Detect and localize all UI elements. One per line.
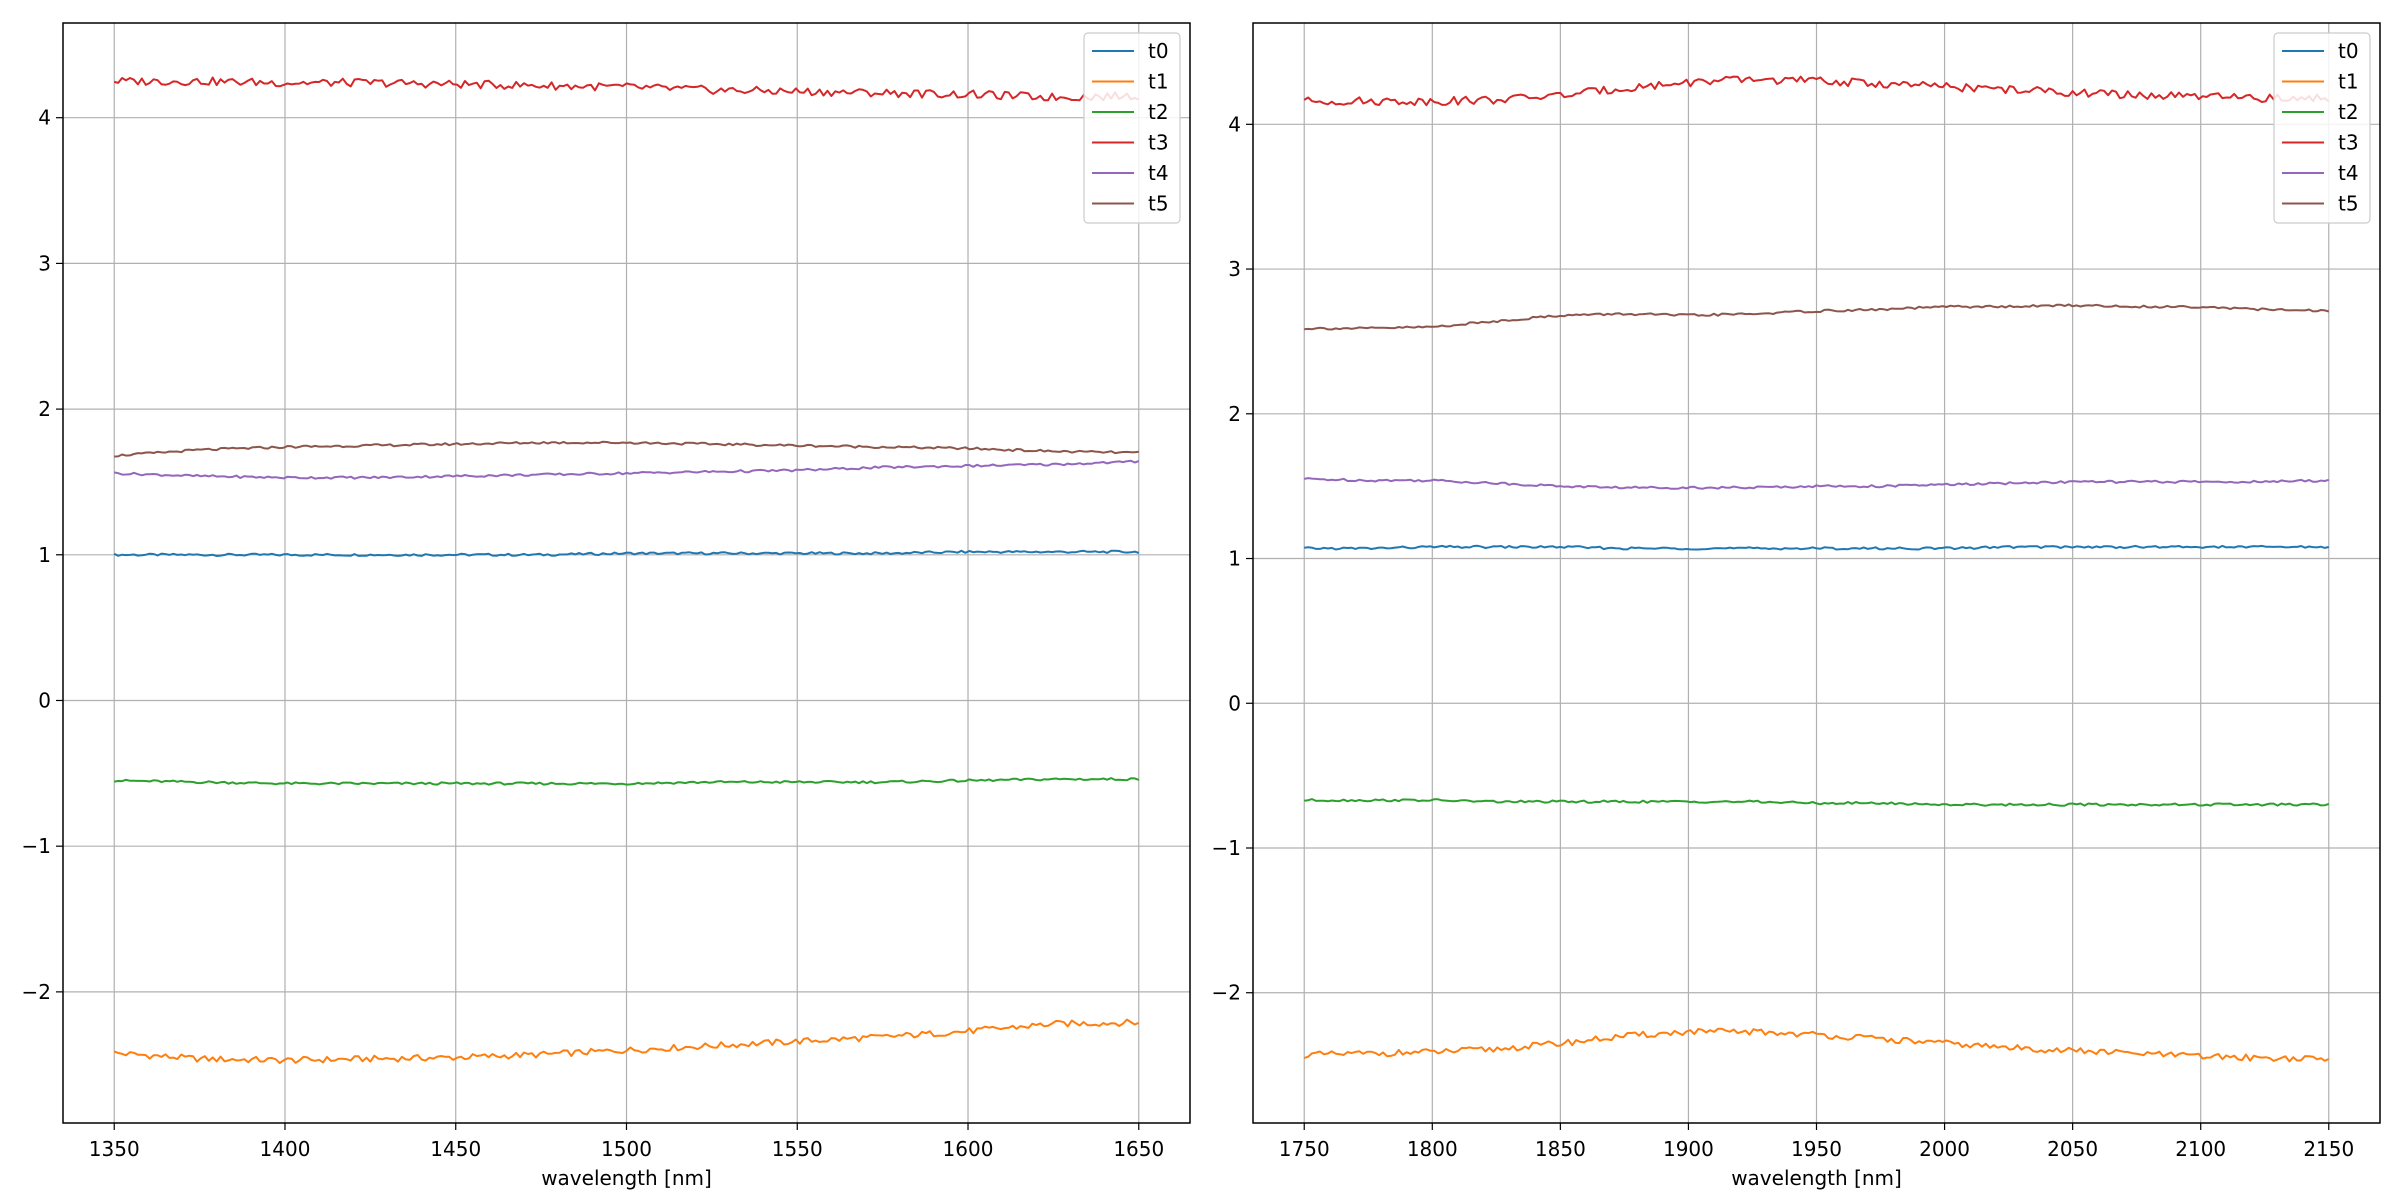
- x-tick-label: 1650: [1113, 1137, 1164, 1161]
- series-line-t5: [1304, 303, 2330, 331]
- x-tick-label: 1600: [943, 1137, 994, 1161]
- y-tick-label: 0: [38, 688, 51, 712]
- x-tick-label: 2050: [2047, 1137, 2098, 1161]
- legend-label-t5: t5: [1148, 192, 1169, 216]
- axes-frame: [1252, 22, 2381, 1124]
- legend-label-t1: t1: [2338, 70, 2359, 94]
- series-line-t1: [113, 1018, 1140, 1064]
- y-tick-label: 3: [1228, 257, 1241, 281]
- x-tick-label: 1900: [1663, 1137, 1714, 1161]
- x-tick-label: 1500: [601, 1137, 652, 1161]
- legend-label-t4: t4: [2338, 161, 2359, 185]
- x-tick-label: 1400: [260, 1137, 311, 1161]
- x-tick-label: 1800: [1407, 1137, 1458, 1161]
- y-tick-label: 1: [38, 543, 51, 567]
- y-tick-label: −1: [1212, 836, 1241, 860]
- y-tick-label: 1: [1228, 547, 1241, 571]
- series-line-t0: [1304, 544, 2330, 551]
- legend: t0 t1 t2 t3 t4 t5: [1083, 32, 1181, 224]
- axes-frame: [62, 22, 1191, 1124]
- legend-label-t3: t3: [2338, 131, 2359, 155]
- x-tick-label: 1550: [772, 1137, 823, 1161]
- x-tick-label: 2150: [2303, 1137, 2354, 1161]
- y-tick-label: 2: [38, 397, 51, 421]
- legend-label-t2: t2: [1148, 100, 1169, 124]
- series-line-t3: [1303, 75, 2330, 107]
- legend-label-t2: t2: [2338, 100, 2359, 124]
- y-tick-label: −2: [22, 980, 51, 1004]
- legend-label-t0: t0: [2338, 39, 2359, 63]
- legend-label-t1: t1: [1148, 70, 1169, 94]
- y-tick-label: −1: [22, 834, 51, 858]
- y-tick-label: 3: [38, 251, 51, 275]
- x-tick-label: 1750: [1279, 1137, 1330, 1161]
- x-tick-label: 1950: [1791, 1137, 1842, 1161]
- legend-label-t5: t5: [2338, 192, 2359, 216]
- series-line-t5: [114, 440, 1139, 458]
- chart-panel-2: 1750 1800 1850 1900 1950 2000 2050 2100 2150 −2 −1…: [1212, 22, 2381, 1190]
- series-line-t4: [114, 459, 1140, 480]
- y-tick-label: 4: [1228, 112, 1241, 136]
- series-line-t4: [1304, 477, 2330, 490]
- series-line-t3: [113, 76, 1140, 102]
- x-tick-label: 1850: [1535, 1137, 1586, 1161]
- y-tick-label: 2: [1228, 402, 1241, 426]
- legend-label-t0: t0: [1148, 39, 1169, 63]
- series-line-t2: [114, 777, 1140, 786]
- x-tick-label: 2000: [1919, 1137, 1970, 1161]
- x-axis-label: wavelength [nm]: [1731, 1166, 1902, 1190]
- legend-label-t4: t4: [1148, 161, 1169, 185]
- y-tick-label: −2: [1212, 981, 1241, 1005]
- x-tick-label: 1350: [89, 1137, 140, 1161]
- legend: t0 t1 t2 t3 t4 t5: [2273, 32, 2371, 224]
- x-tick-label: 2100: [2175, 1137, 2226, 1161]
- series-line-t0: [113, 549, 1140, 557]
- x-axis-label: wavelength [nm]: [541, 1166, 712, 1190]
- x-tick-label: 1450: [430, 1137, 481, 1161]
- y-tick-label: 4: [38, 106, 51, 130]
- legend-label-t3: t3: [1148, 131, 1169, 155]
- y-tick-label: 0: [1228, 691, 1241, 715]
- chart-panel-1: 1350 1400 1450 1500 1550 1600 1650 −2 −1 0 1 2 3 4 wav…: [22, 22, 1191, 1190]
- series-line-t1: [1303, 1027, 2330, 1063]
- series-line-t2: [1304, 798, 2330, 807]
